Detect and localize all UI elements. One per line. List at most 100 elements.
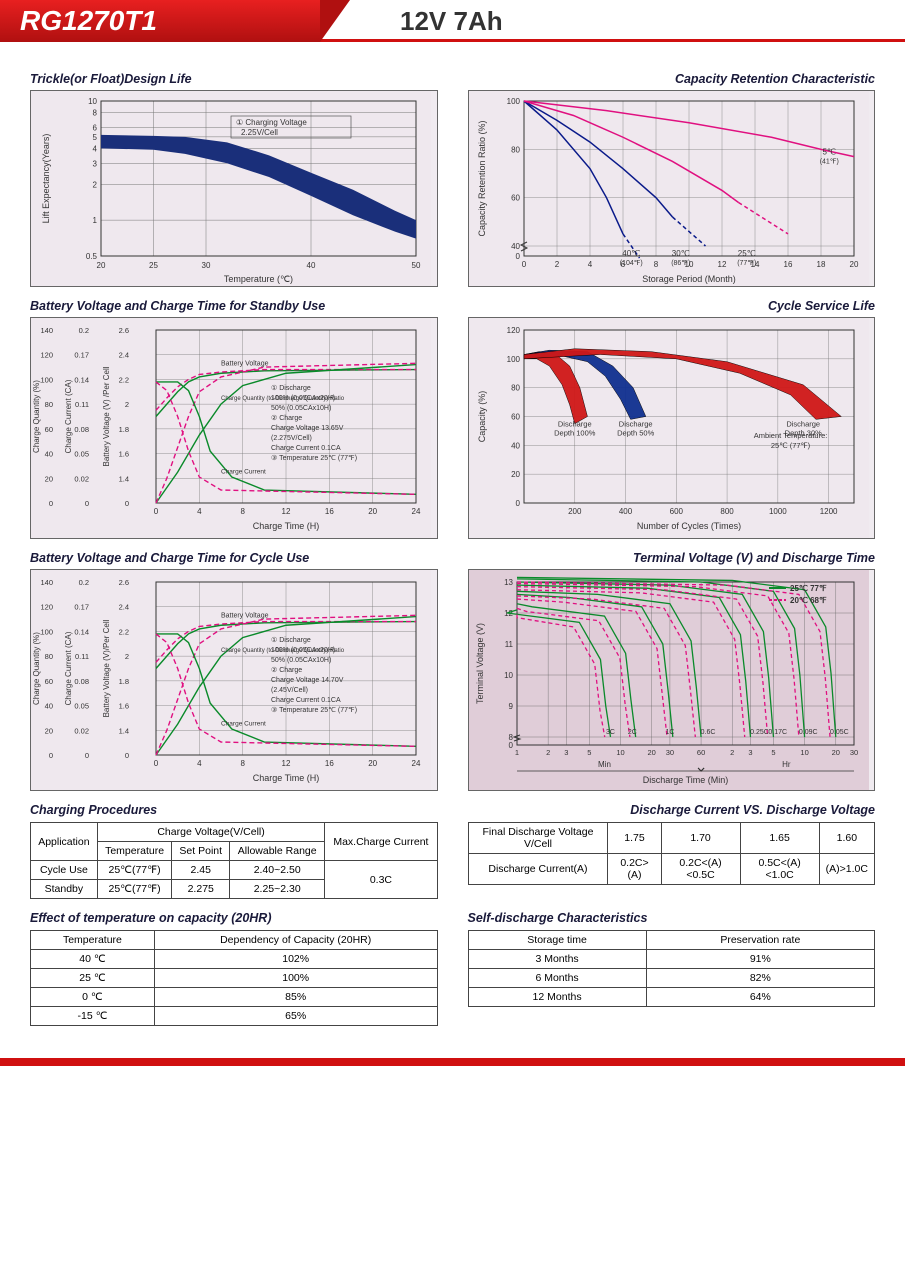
svg-text:140: 140 [40, 578, 53, 587]
svg-text:20: 20 [511, 470, 520, 479]
svg-text:0.08: 0.08 [74, 425, 89, 434]
cell: 2.40~2.50 [230, 861, 325, 880]
svg-text:25℃ 77℉: 25℃ 77℉ [790, 584, 827, 593]
svg-text:100: 100 [40, 375, 53, 384]
chart-capacity-retention: 02468101214161820406080100040℃(104℉)30℃(… [468, 90, 876, 287]
svg-text:1.8: 1.8 [119, 677, 129, 686]
cell: 82% [646, 969, 874, 988]
svg-text:0.08: 0.08 [74, 677, 89, 686]
svg-text:0.2: 0.2 [79, 578, 89, 587]
svg-text:2.2: 2.2 [119, 627, 129, 636]
svg-text:Charge Voltage 14.70V: Charge Voltage 14.70V [271, 677, 344, 684]
model-badge: RG1270T1 [0, 0, 320, 42]
svg-text:① Charging Voltage: ① Charging Voltage [236, 118, 307, 127]
svg-text:4: 4 [93, 144, 98, 153]
svg-text:2: 2 [730, 748, 734, 757]
cell: 12 Months [468, 988, 646, 1007]
svg-text:16: 16 [325, 507, 334, 516]
svg-text:Storage Period (Month): Storage Period (Month) [642, 274, 736, 284]
svg-text:2C: 2C [627, 729, 636, 736]
svg-text:50% (0.05CAx10H): 50% (0.05CAx10H) [271, 405, 331, 412]
cell: 0.2C<(A)<0.5C [661, 854, 740, 885]
chart-standby-charge: 0481216202402040608010012014000.020.050.… [30, 317, 438, 539]
svg-text:1.8: 1.8 [119, 425, 129, 434]
svg-text:Lift Expectancy(Years): Lift Expectancy(Years) [41, 134, 51, 224]
svg-text:100% (0.05CAx20H): 100% (0.05CAx20H) [271, 395, 335, 402]
table-row: 0 ℃85% [31, 988, 438, 1007]
table-charging-procedures: Application Charge Voltage(V/Cell) Max.C… [30, 822, 438, 899]
svg-text:Discharge Time (Min): Discharge Time (Min) [642, 775, 728, 785]
svg-text:200: 200 [568, 507, 582, 516]
svg-text:100: 100 [506, 355, 520, 364]
svg-text:Capacity Retention Ratio (%): Capacity Retention Ratio (%) [477, 120, 487, 236]
svg-text:0.14: 0.14 [74, 375, 89, 384]
svg-text:40: 40 [511, 242, 520, 251]
cell: 25℃(77℉) [97, 861, 172, 880]
svg-text:Temperature (℃): Temperature (℃) [224, 274, 293, 284]
table-temp-effect: Temperature Dependency of Capacity (20HR… [30, 930, 438, 1026]
svg-text:5: 5 [771, 748, 775, 757]
svg-text:20: 20 [97, 261, 106, 270]
svg-text:2: 2 [125, 400, 129, 409]
svg-text:10: 10 [616, 748, 624, 757]
svg-text:50% (0.05CAx10H): 50% (0.05CAx10H) [271, 657, 331, 664]
svg-text:20: 20 [831, 748, 839, 757]
svg-text:0.17: 0.17 [74, 351, 89, 360]
svg-text:Charge Current (CA): Charge Current (CA) [64, 379, 73, 453]
svg-text:8: 8 [93, 109, 98, 118]
chart-cycle-charge: 0481216202402040608010012014000.020.050.… [30, 569, 438, 791]
svg-text:4: 4 [197, 507, 202, 516]
svg-text:30: 30 [665, 748, 673, 757]
svg-text:Number of Cycles (Times): Number of Cycles (Times) [636, 521, 740, 531]
table-self-discharge: Storage time Preservation rate 3 Months9… [468, 930, 876, 1007]
th: Preservation rate [646, 931, 874, 950]
svg-text:40℃: 40℃ [622, 249, 640, 258]
svg-text:0: 0 [125, 751, 129, 760]
svg-text:Terminal Voltage (V): Terminal Voltage (V) [475, 623, 485, 704]
svg-text:3: 3 [93, 159, 98, 168]
cell: 91% [646, 950, 874, 969]
svg-text:0: 0 [154, 507, 159, 516]
svg-text:Battery Voltage: Battery Voltage [221, 361, 269, 368]
svg-text:0.11: 0.11 [75, 652, 89, 661]
svg-text:0.17: 0.17 [74, 603, 89, 612]
svg-text:Charge Current: Charge Current [221, 720, 266, 727]
svg-text:Battery Voltage: Battery Voltage [221, 613, 269, 620]
svg-text:0.05: 0.05 [74, 702, 89, 711]
table-row: Cycle Use 25℃(77℉) 2.45 2.40~2.50 0.3C [31, 861, 438, 880]
cell: -15 ℃ [31, 1007, 155, 1026]
svg-text:18: 18 [816, 260, 825, 269]
svg-text:0: 0 [85, 499, 89, 508]
svg-text:(77℉): (77℉) [737, 260, 756, 267]
table-row: 25 ℃100% [31, 969, 438, 988]
chart-title-trickle: Trickle(or Float)Design Life [30, 72, 438, 86]
svg-text:4: 4 [197, 759, 202, 768]
svg-text:(2.45V/Cell): (2.45V/Cell) [271, 687, 308, 694]
svg-text:0.05C: 0.05C [830, 729, 849, 736]
cell: 2.45 [172, 861, 230, 880]
chart-title-standby: Battery Voltage and Charge Time for Stan… [30, 299, 438, 313]
svg-text:8: 8 [240, 759, 245, 768]
svg-text:1: 1 [514, 748, 518, 757]
svg-text:30: 30 [202, 261, 211, 270]
th: Storage time [468, 931, 646, 950]
cell: Standby [31, 880, 98, 899]
page-header: RG1270T1 12V 7Ah [0, 0, 905, 42]
svg-text:(2.275V/Cell): (2.275V/Cell) [271, 435, 312, 442]
svg-text:30: 30 [849, 748, 857, 757]
svg-text:0.25C: 0.25C [750, 729, 769, 736]
chart-trickle-life: 0.51234568102025304050Temperature (℃)Lif… [30, 90, 438, 287]
table-row: -15 ℃65% [31, 1007, 438, 1026]
svg-text:0.09C: 0.09C [798, 729, 817, 736]
svg-text:Depth 50%: Depth 50% [617, 429, 654, 438]
content-area: Trickle(or Float)Design Life 0.512345681… [0, 62, 905, 1048]
cell: 100% [154, 969, 437, 988]
svg-text:0: 0 [49, 751, 53, 760]
chart-terminal-voltage: 89101112130123510203060235102030MinHrDis… [468, 569, 876, 791]
svg-text:0.5: 0.5 [86, 252, 98, 261]
svg-text:0.02: 0.02 [74, 726, 89, 735]
table-row: 6 Months82% [468, 969, 875, 988]
cell: 0.2C>(A) [608, 854, 661, 885]
svg-text:Capacity (%): Capacity (%) [477, 391, 487, 443]
svg-text:0.02: 0.02 [74, 474, 89, 483]
